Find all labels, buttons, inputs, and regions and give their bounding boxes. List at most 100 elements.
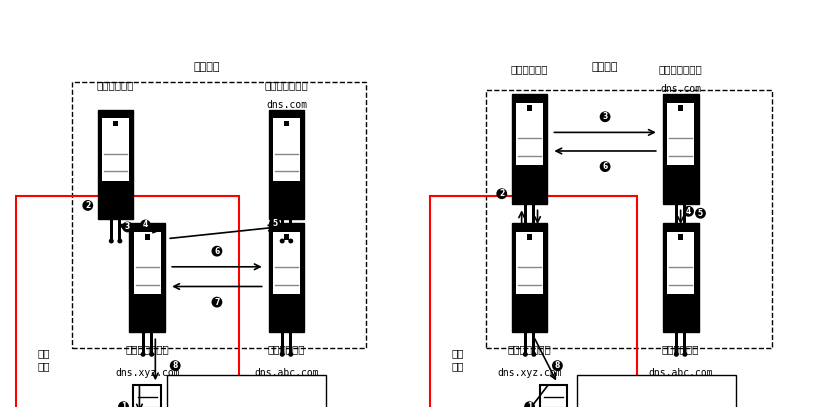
Bar	[141, 333, 145, 354]
Text: dns.com: dns.com	[265, 100, 307, 110]
Bar	[523, 333, 526, 354]
Bar	[118, 219, 122, 241]
Text: 权限域名服务: 权限域名服务	[661, 344, 699, 354]
Bar	[511, 319, 547, 333]
Text: 本地域名服务器: 本地域名服务器	[126, 344, 169, 354]
Bar	[134, 232, 160, 294]
Bar	[98, 110, 133, 219]
Bar	[268, 223, 304, 333]
Circle shape	[280, 239, 284, 243]
Bar	[667, 232, 693, 294]
Bar	[511, 223, 547, 333]
Bar	[674, 204, 677, 225]
Circle shape	[149, 352, 154, 357]
Circle shape	[681, 223, 686, 228]
Bar	[430, 196, 636, 407]
Polygon shape	[538, 223, 547, 232]
Bar	[677, 105, 682, 111]
Bar	[682, 333, 686, 354]
Bar	[280, 333, 284, 354]
Polygon shape	[538, 94, 547, 103]
Bar	[576, 375, 735, 407]
Bar	[129, 223, 165, 333]
Bar	[662, 190, 698, 204]
Text: 递归查询: 递归查询	[591, 62, 618, 72]
Text: 本地域名服务器: 本地域名服务器	[507, 344, 551, 354]
Text: 迭代查询: 迭代查询	[194, 62, 220, 72]
Circle shape	[280, 352, 284, 357]
Circle shape	[108, 239, 113, 243]
Bar	[167, 375, 326, 407]
Text: dns.abc.com: dns.abc.com	[254, 368, 318, 378]
Bar	[268, 206, 304, 219]
Bar	[677, 234, 682, 240]
Bar	[674, 333, 677, 354]
Polygon shape	[295, 110, 304, 118]
Bar	[150, 333, 153, 354]
Circle shape	[681, 352, 686, 357]
Text: 7: 7	[214, 298, 219, 306]
Bar	[98, 206, 133, 219]
Circle shape	[673, 223, 678, 228]
Bar	[667, 103, 693, 165]
Bar	[523, 204, 526, 225]
Text: 4: 4	[685, 207, 691, 216]
Bar	[532, 204, 535, 225]
Polygon shape	[124, 110, 134, 118]
Text: 顶级域名服务器: 顶级域名服务器	[265, 80, 308, 90]
Text: 1: 1	[526, 402, 532, 407]
Bar	[133, 385, 161, 407]
Bar	[268, 319, 304, 333]
Text: 2: 2	[85, 201, 90, 210]
Text: dns.xyz.com: dns.xyz.com	[115, 368, 179, 378]
Bar	[110, 219, 112, 241]
Bar	[280, 219, 284, 241]
Polygon shape	[295, 223, 304, 232]
Circle shape	[522, 352, 527, 357]
Bar	[682, 204, 686, 225]
Text: 权限域名服务: 权限域名服务	[267, 344, 305, 354]
Bar	[515, 232, 543, 294]
Text: y.abc.com 的 IP 地址: y.abc.com 的 IP 地址	[204, 388, 289, 398]
Bar	[526, 105, 532, 111]
Text: 5: 5	[697, 209, 702, 218]
Text: 3: 3	[602, 112, 607, 121]
Circle shape	[531, 223, 536, 228]
Circle shape	[117, 239, 122, 243]
Bar	[72, 82, 366, 348]
Text: 6: 6	[602, 162, 607, 171]
Polygon shape	[689, 94, 698, 103]
Bar	[273, 232, 299, 294]
Bar	[526, 234, 532, 240]
Bar	[268, 110, 304, 219]
Text: 顶级域名服务器: 顶级域名服务器	[658, 65, 701, 74]
Bar	[515, 103, 543, 165]
Bar	[284, 234, 289, 240]
Text: 1: 1	[121, 402, 126, 407]
Bar	[485, 90, 771, 348]
Circle shape	[673, 352, 678, 357]
Text: 8: 8	[554, 361, 559, 370]
Bar	[102, 118, 129, 181]
Text: 5: 5	[272, 219, 277, 228]
Polygon shape	[689, 223, 698, 232]
Text: dns.abc.com: dns.abc.com	[648, 368, 712, 378]
Text: 递归
查询: 递归 查询	[38, 348, 50, 372]
Bar	[662, 94, 698, 204]
Text: 根域名服务器: 根域名服务器	[97, 80, 134, 90]
Text: 3: 3	[125, 223, 130, 232]
Bar	[145, 234, 150, 240]
Text: dns.com: dns.com	[659, 84, 700, 94]
Bar	[273, 118, 299, 181]
Bar	[662, 223, 698, 333]
Bar	[289, 219, 292, 241]
Bar	[511, 190, 547, 204]
Bar	[284, 121, 289, 127]
Bar	[532, 333, 535, 354]
Text: 根域名服务器: 根域名服务器	[510, 65, 547, 74]
Text: 4: 4	[142, 221, 148, 230]
Text: 6: 6	[214, 247, 219, 256]
Circle shape	[141, 352, 146, 357]
Bar	[112, 121, 118, 127]
Text: y.abc.com 的 IP 地址: y.abc.com 的 IP 地址	[614, 388, 698, 398]
